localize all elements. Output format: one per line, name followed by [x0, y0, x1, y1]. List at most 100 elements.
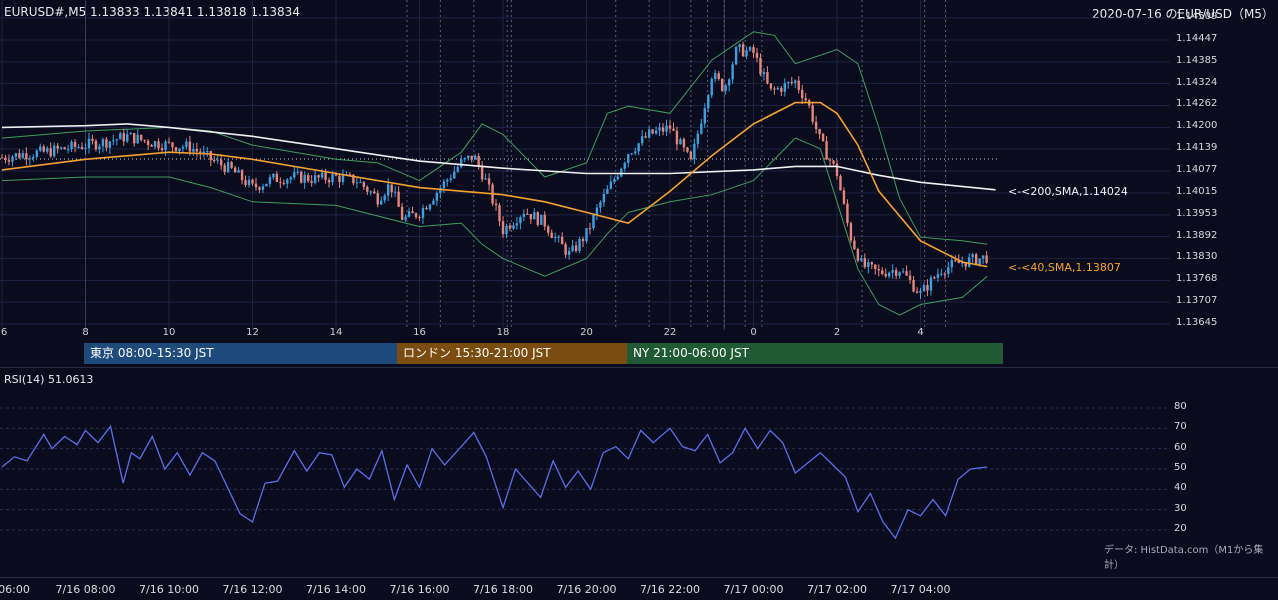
candle-body — [968, 257, 971, 267]
price-tick-label: 1.14324 — [1176, 76, 1218, 88]
candle-body — [129, 133, 132, 135]
candle-body — [505, 225, 508, 235]
candle-body — [98, 146, 101, 150]
candle-body — [164, 141, 167, 151]
candle-body — [39, 146, 42, 151]
price-tick-label: 1.14015 — [1176, 185, 1218, 197]
candle-body — [77, 146, 80, 148]
price-chart[interactable] — [0, 0, 1278, 345]
candle-body — [498, 205, 501, 222]
candle-body — [564, 244, 567, 255]
candle-body — [181, 147, 185, 149]
candle-body — [404, 216, 407, 220]
candle-body — [894, 270, 898, 276]
candle-body — [727, 79, 731, 86]
candle-body — [265, 183, 268, 187]
hour-tick-label: 12 — [246, 327, 259, 338]
time-tick-label: 7/16 08:00 — [55, 583, 116, 596]
candle-body — [167, 141, 171, 143]
candle-body — [553, 237, 557, 239]
candle-body — [940, 273, 943, 275]
candle-body — [400, 206, 404, 220]
candle-body — [289, 177, 292, 180]
rsi-tick-label: 80 — [1174, 401, 1187, 412]
candle-body — [188, 141, 192, 152]
session-london: ロンドン 15:30-21:00 JST — [397, 343, 627, 364]
price-tick-label: 1.13707 — [1176, 295, 1218, 307]
candle-body — [11, 156, 14, 162]
candle-body — [682, 139, 686, 148]
candle-body — [762, 72, 766, 75]
candle-body — [296, 171, 299, 173]
candle-body — [971, 254, 974, 258]
candle-body — [512, 225, 515, 229]
candle-body — [661, 127, 665, 132]
hour-tick-label: 16 — [413, 327, 426, 338]
time-tick-label: 7/16 12:00 — [222, 583, 283, 596]
candle-body — [174, 147, 178, 151]
candle-body — [286, 179, 289, 184]
candle-body — [595, 207, 599, 215]
candle-body — [672, 128, 675, 131]
candle-body — [717, 73, 720, 79]
price-tick-label: 1.14447 — [1176, 32, 1218, 44]
sma40-label: <-<40,SMA,1.13807 — [1008, 261, 1121, 274]
candle-body — [463, 158, 466, 160]
candle-body — [59, 147, 63, 149]
candle-body — [574, 245, 578, 251]
candle-body — [484, 178, 487, 180]
candle-body — [755, 52, 759, 58]
bollinger-lower-line — [1, 137, 988, 316]
price-tick-label: 1.14139 — [1176, 142, 1218, 154]
candle-body — [143, 139, 146, 141]
candle-body — [480, 166, 484, 180]
price-tick-label: 1.13892 — [1176, 229, 1218, 241]
candle-body — [825, 141, 828, 160]
candle-body — [898, 272, 901, 276]
candle-body — [157, 141, 160, 149]
rsi-tick-label: 60 — [1174, 441, 1187, 453]
candle-body — [449, 178, 453, 180]
candle-body — [28, 158, 32, 160]
candle-body — [456, 167, 459, 172]
candle-body — [783, 83, 787, 92]
candle-body — [428, 204, 432, 210]
candle-body — [414, 213, 418, 218]
hour-tick-label: 2 — [833, 327, 841, 338]
candle-body — [738, 44, 741, 48]
time-tick-label: 7/17 02:00 — [807, 583, 867, 596]
candle-body — [814, 121, 818, 129]
candle-body — [547, 226, 550, 233]
candle-body — [818, 128, 821, 135]
candle-body — [974, 254, 978, 265]
candle-body — [233, 167, 237, 173]
candle-body — [240, 170, 244, 181]
hour-tick-label: 18 — [496, 327, 510, 338]
candle-body — [724, 85, 727, 91]
candle-body — [839, 176, 842, 191]
candle-body — [908, 275, 912, 280]
time-tick-label: 7/16 20:00 — [556, 583, 617, 596]
session-tokyo: 東京 08:00-15:30 JST — [84, 343, 397, 364]
candle-body — [261, 186, 265, 190]
candle-body — [362, 182, 366, 187]
candle-body — [978, 258, 981, 265]
price-tick-label: 1.14385 — [1176, 54, 1218, 66]
candle-body — [901, 271, 905, 273]
candle-body — [766, 72, 769, 84]
data-source-credit: データ: HistData.com（M1から集計） — [1104, 545, 1264, 571]
candle-body — [804, 98, 807, 101]
candle-body — [306, 175, 310, 181]
candle-body — [696, 133, 700, 144]
candle-body — [647, 129, 651, 138]
candle-body — [651, 129, 654, 134]
candle-body — [115, 139, 119, 141]
candle-body — [578, 238, 581, 251]
candle-body — [623, 162, 626, 169]
candle-body — [693, 143, 696, 160]
candle-body — [540, 214, 543, 225]
candle-body — [856, 249, 860, 261]
candle-body — [887, 272, 891, 277]
candle-body — [606, 188, 609, 194]
time-tick-label: 7/16 16:00 — [389, 583, 450, 596]
